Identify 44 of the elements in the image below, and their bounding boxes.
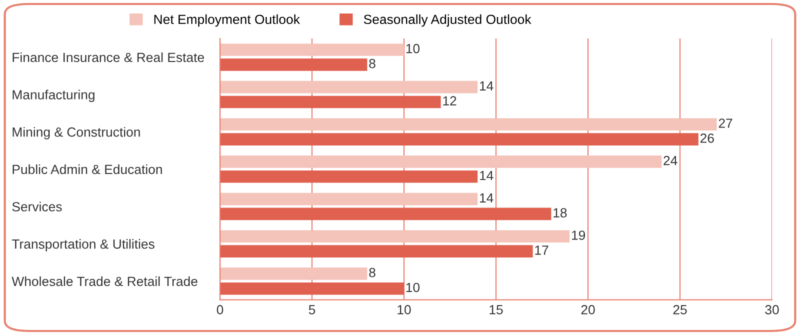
bar	[220, 133, 698, 146]
x-tick-label: 20	[581, 305, 595, 314]
data-label: 18	[554, 208, 567, 218]
x-tick-label: 25	[673, 305, 687, 314]
bar	[220, 192, 478, 206]
y-tick-label: Transportation & Utilities	[12, 239, 154, 252]
bar	[220, 230, 570, 243]
data-label: 8	[369, 58, 376, 68]
data-label: 27	[718, 118, 732, 128]
bar	[220, 80, 478, 94]
bar	[220, 268, 368, 280]
y-tick-label: Mining & Construction	[12, 127, 140, 140]
bar	[220, 96, 441, 108]
y-tick-label: Finance Insurance & Real Estate	[12, 52, 204, 62]
data-label: 14	[480, 193, 494, 202]
bar	[220, 44, 404, 56]
data-label: 24	[664, 156, 678, 166]
legend-label: Seasonally Adjusted Outlook	[364, 14, 532, 27]
x-tick-label: 0	[216, 305, 224, 314]
x-tick-label: 5	[308, 305, 316, 314]
bar	[220, 282, 404, 295]
bar	[220, 208, 552, 220]
x-tick-label: 10	[398, 305, 411, 314]
y-tick-label: Public Admin & Education	[12, 164, 162, 174]
y-tick-label: Services	[12, 202, 62, 212]
y-tick-label: Wholesale Trade & Retail Trade	[12, 276, 198, 286]
legend-label: Net Employment Outlook	[154, 14, 300, 27]
data-label: 10	[406, 44, 420, 54]
bar	[220, 118, 717, 131]
data-label: 10	[406, 282, 420, 292]
bar	[220, 156, 662, 168]
bar	[220, 170, 478, 183]
data-label: 17	[535, 246, 548, 255]
y-tick-label: Manufacturing	[12, 90, 94, 102]
data-label: 8	[369, 268, 376, 278]
data-label: 14	[480, 170, 494, 180]
bar	[220, 245, 533, 258]
data-label: 19	[572, 230, 586, 240]
data-label: 26	[700, 134, 714, 143]
bar	[220, 58, 368, 71]
data-label: 12	[443, 96, 456, 106]
data-label: 14	[480, 81, 494, 90]
x-tick-label: 15	[490, 305, 503, 314]
x-tick-label: 30	[765, 305, 779, 314]
